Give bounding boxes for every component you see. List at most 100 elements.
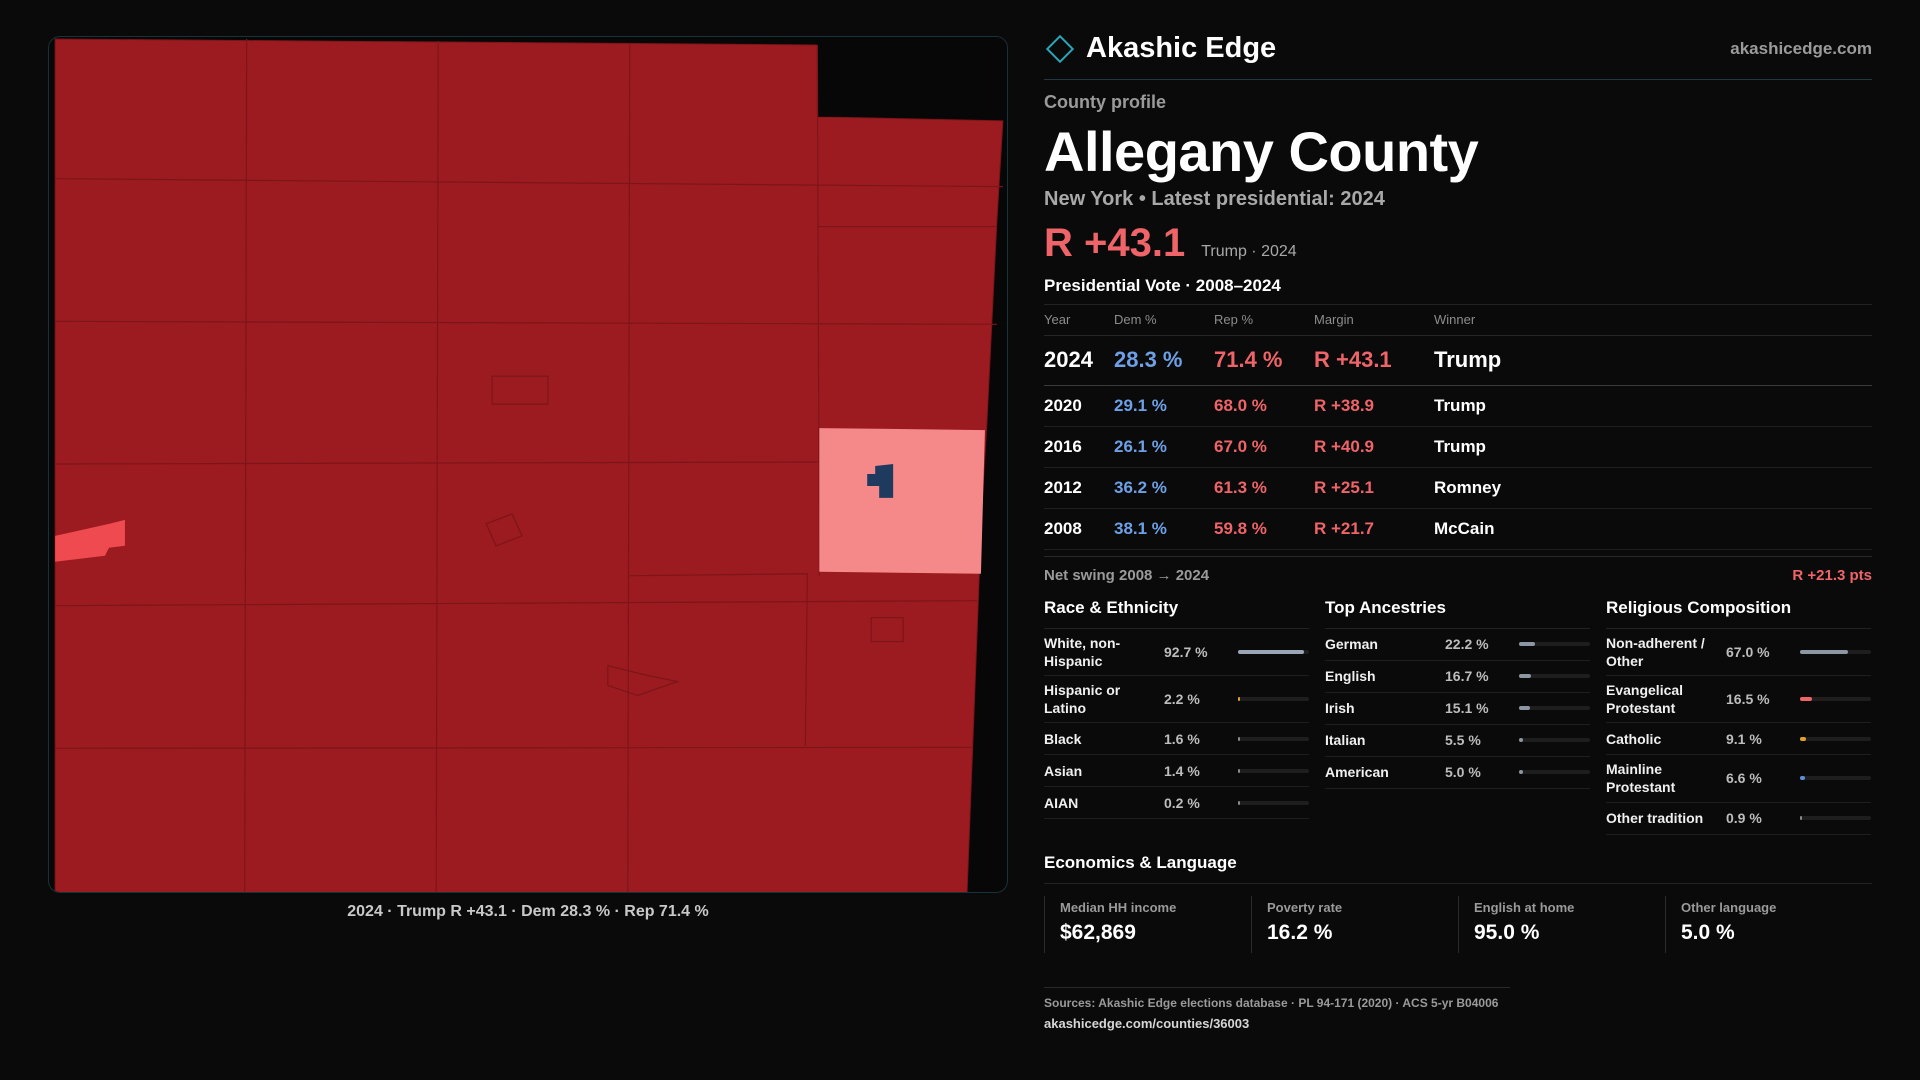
stat-bar-fill xyxy=(1238,736,1240,741)
site-link[interactable]: akashicedge.com xyxy=(1730,38,1872,58)
stat-bar-fill xyxy=(1800,776,1805,781)
table-row: 2024 28.3 % 71.4 % R +43.1 Trump xyxy=(1044,335,1872,386)
sources-line: Sources: Akashic Edge elections database… xyxy=(1044,995,1499,1010)
map-outside-area xyxy=(817,37,1007,117)
col-header-rep: Rep % xyxy=(1214,305,1314,336)
ancestry-column: Top Ancestries German 22.2 % English 16.7 %… xyxy=(1325,598,1590,835)
stat-bar-fill xyxy=(1519,706,1530,710)
stat-bar-track xyxy=(1519,738,1590,742)
table-row: 2008 38.1 % 59.8 % R +21.7 McCain xyxy=(1044,508,1872,550)
ancestry-title: Top Ancestries xyxy=(1325,598,1590,629)
stat-row: Other tradition 0.9 % xyxy=(1606,803,1871,835)
stat-value: 0.2 % xyxy=(1164,794,1200,811)
stat-bar-track xyxy=(1519,770,1590,774)
stat-value: 2.2 % xyxy=(1164,691,1200,708)
headline-margin-note: Trump · 2024 xyxy=(1201,243,1297,260)
race-column: Race & Ethnicity White, non-Hispanic 92.7… xyxy=(1044,598,1309,835)
headline-margin: R +43.1 Trump · 2024 xyxy=(1044,221,1872,266)
stat-bar-fill xyxy=(1800,649,1848,654)
stat-label: Other tradition xyxy=(1606,810,1704,827)
row-rep: 59.8 % xyxy=(1214,508,1314,550)
col-header-dem: Dem % xyxy=(1114,305,1214,336)
stat-bar-track xyxy=(1519,674,1590,678)
row-dem: 38.1 % xyxy=(1114,508,1214,550)
stat-label: Black xyxy=(1044,730,1082,747)
row-winner: Romney xyxy=(1434,467,1872,509)
econ-value: 16.2 % xyxy=(1267,920,1333,944)
diamond-logo-icon xyxy=(1045,34,1075,63)
race-title: Race & Ethnicity xyxy=(1044,598,1309,629)
stat-value: 67.0 % xyxy=(1726,643,1770,660)
economics-grid: Median HH income $62,869 Poverty rate 16… xyxy=(1044,895,1872,953)
stat-label: Italian xyxy=(1325,731,1366,748)
econ-value: $62,869 xyxy=(1060,920,1136,944)
row-year: 2012 xyxy=(1044,467,1114,509)
stat-bar-track xyxy=(1238,736,1309,741)
map-town-lean-rep xyxy=(819,428,985,574)
stat-label: Non-adherent / Other xyxy=(1606,634,1705,669)
page-title: Allegany County xyxy=(1044,120,1479,183)
stat-bar-track xyxy=(1519,706,1590,710)
row-year: 2016 xyxy=(1044,426,1114,468)
col-header-winner: Winner xyxy=(1434,305,1872,336)
stat-bar-fill xyxy=(1238,697,1240,702)
brand[interactable]: Akashic Edge xyxy=(1044,32,1276,65)
stat-bar-fill xyxy=(1238,649,1304,654)
stat-label: Catholic xyxy=(1606,730,1662,747)
stat-value: 1.6 % xyxy=(1164,730,1200,747)
sources-url[interactable]: akashicedge.com/counties/36003 xyxy=(1044,1015,1250,1031)
econ-english-at-home: English at home 95.0 % xyxy=(1458,895,1665,953)
economics-title: Economics & Language xyxy=(1044,853,1872,884)
stat-value: 0.9 % xyxy=(1726,810,1762,827)
row-margin: R +40.9 xyxy=(1314,426,1434,468)
row-winner: Trump xyxy=(1434,335,1872,386)
econ-value: 95.0 % xyxy=(1474,920,1540,944)
row-rep: 61.3 % xyxy=(1214,467,1314,509)
row-dem: 29.1 % xyxy=(1114,385,1214,427)
row-margin: R +21.7 xyxy=(1314,508,1434,550)
page-eyebrow: County profile xyxy=(1044,92,1166,112)
stat-bar-track xyxy=(1800,736,1871,741)
map-village-outlines xyxy=(485,375,904,697)
stat-bar-fill xyxy=(1238,800,1240,805)
religion-title: Religious Composition xyxy=(1606,598,1871,629)
stat-row: German 22.2 % xyxy=(1325,629,1590,661)
stat-row: AIAN 0.2 % xyxy=(1044,787,1309,820)
stat-value: 15.1 % xyxy=(1445,700,1489,716)
stat-label: American xyxy=(1325,763,1389,780)
stat-row: Catholic 9.1 % xyxy=(1606,723,1871,756)
net-swing: Net swing 2008 → 2024 R +21.3 pts xyxy=(1044,555,1872,584)
row-margin: R +38.9 xyxy=(1314,385,1434,427)
stat-row: Hispanic or Latino 2.2 % xyxy=(1044,676,1309,724)
stat-bar-fill xyxy=(1800,697,1812,702)
table-row: 2016 26.1 % 67.0 % R +40.9 Trump xyxy=(1044,426,1872,468)
stat-row: Irish 15.1 % xyxy=(1325,693,1590,725)
stat-label: German xyxy=(1325,635,1378,652)
row-dem: 36.2 % xyxy=(1114,467,1214,509)
stat-value: 9.1 % xyxy=(1726,730,1762,747)
econ-poverty-rate: Poverty rate 16.2 % xyxy=(1251,895,1458,953)
table-row: 2012 36.2 % 61.3 % R +25.1 Romney xyxy=(1044,467,1872,509)
stat-bar-track xyxy=(1238,768,1309,773)
row-year: 2008 xyxy=(1044,508,1114,550)
row-year: 2020 xyxy=(1044,385,1114,427)
brand-header: Akashic Edge akashicedge.com xyxy=(1044,28,1872,80)
row-dem: 28.3 % xyxy=(1114,335,1214,386)
county-panel: Akashic Edge akashicedge.com County prof… xyxy=(1044,28,1872,1031)
demographics-columns: Race & Ethnicity White, non-Hispanic 92.7… xyxy=(1044,598,1872,835)
stat-value: 5.0 % xyxy=(1445,764,1481,780)
row-dem: 26.1 % xyxy=(1114,426,1214,468)
religion-column: Religious Composition Non-adherent / Oth… xyxy=(1606,598,1871,835)
stat-bar-track xyxy=(1519,642,1590,646)
table-row: 2020 29.1 % 68.0 % R +38.9 Trump xyxy=(1044,385,1872,427)
row-winner: Trump xyxy=(1434,426,1872,468)
stat-bar-fill xyxy=(1800,736,1807,741)
stat-row: English 16.7 % xyxy=(1325,661,1590,693)
econ-label: English at home xyxy=(1474,899,1575,915)
map-town-borders xyxy=(55,38,1003,892)
county-map[interactable] xyxy=(48,36,1008,893)
row-year: 2024 xyxy=(1044,335,1114,386)
stat-row: Non-adherent / Other 67.0 % xyxy=(1606,629,1871,676)
stat-value: 5.5 % xyxy=(1445,732,1481,748)
map-town-dem xyxy=(867,464,894,498)
